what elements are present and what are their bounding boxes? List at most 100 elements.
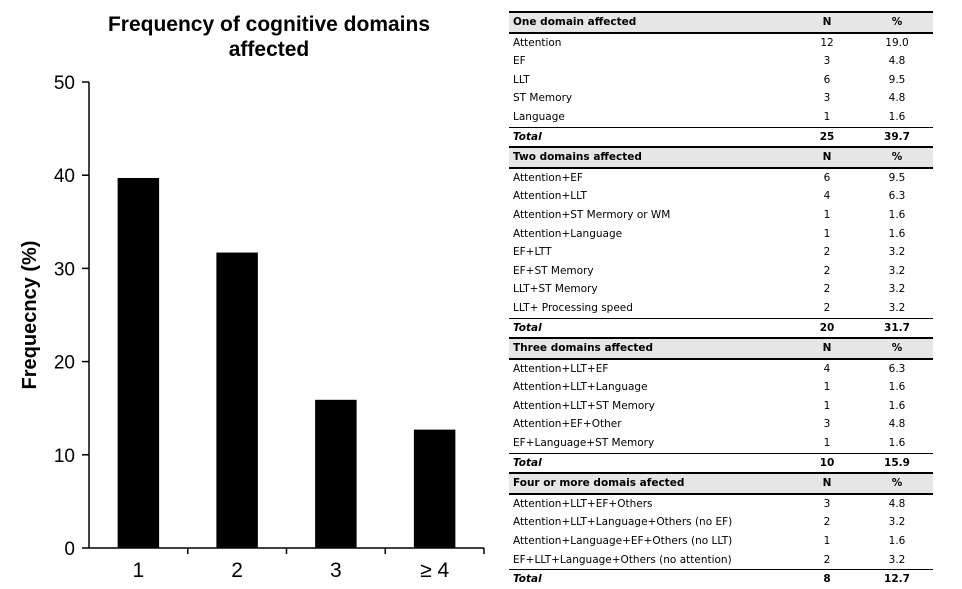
table-row: LLT 6 9.5	[509, 71, 933, 90]
row-n: 2	[823, 301, 831, 314]
row-n: 1	[823, 399, 831, 412]
table-row: Attention+EF+Other 3 4.8	[509, 415, 933, 434]
table-row: EF+Language+ST Memory 1 1.6	[509, 434, 933, 453]
section-header-pct: %	[859, 337, 933, 360]
row-n: 4	[823, 362, 831, 375]
section-header-pct: %	[859, 472, 933, 495]
row-name: Attention+LLT+Language	[513, 381, 648, 394]
row-n: 2	[823, 264, 831, 277]
chart-title-line-2: affected	[229, 38, 310, 61]
section-header-name: Three domains affected	[509, 337, 793, 360]
row-name: EF+ST Memory	[513, 264, 594, 277]
row-pct: 3.2	[888, 516, 906, 529]
row-pct: 3.2	[888, 283, 906, 296]
row-pct: 1.6	[888, 208, 906, 221]
section-header-name: One domain affected	[509, 11, 793, 34]
row-pct: 1.6	[888, 399, 906, 412]
row-name: Attention+Language	[513, 227, 623, 240]
row-pct: 1.6	[888, 227, 906, 240]
table-row: Attention+LLT+EF+Others 3 4.8	[509, 494, 933, 514]
row-n: 12	[820, 36, 834, 49]
row-name: LLT	[513, 73, 530, 86]
total-n: 10	[793, 452, 859, 474]
row-name: LLT+ST Memory	[513, 283, 598, 296]
row-n: 1	[823, 535, 831, 548]
row-n: 2	[823, 246, 831, 259]
domains-table-body: One domain affected N% Attention 12 19.0 EF 3 4…	[509, 11, 933, 589]
bar-1	[117, 177, 160, 548]
bar-3	[315, 399, 357, 548]
total-n: 8	[793, 569, 859, 589]
row-pct: 6.3	[888, 362, 906, 375]
row-pct: 19.0	[885, 36, 909, 49]
x-axis-tick-labels: 1 2 3 ≥ 4	[133, 548, 485, 579]
section-header-name: Two domains affected	[509, 146, 793, 169]
table-row: Attention+EF 6 9.5	[509, 168, 933, 188]
section-header-row: Four or more domais afected N%	[509, 472, 933, 495]
chart-title-line-1: Frequency of cognitive domains	[108, 13, 430, 36]
total-row: Total 8 12.7	[509, 569, 933, 589]
row-n: 1	[823, 381, 831, 394]
row-name: Attention+LLT+Language+Others (no EF)	[513, 516, 733, 529]
total-label: Total	[509, 452, 793, 474]
row-n: 4	[823, 190, 831, 203]
y-axis-ticks: 0 10 20 30 40 50	[54, 73, 89, 560]
total-label: Total	[509, 317, 793, 339]
section-header-row: Three domains affected N%	[509, 337, 933, 360]
row-pct: 1.6	[888, 535, 906, 548]
y-tick-label: 40	[54, 166, 75, 187]
row-pct: 3.2	[888, 246, 906, 259]
row-pct: 6.3	[888, 190, 906, 203]
domains-table-panel: One domain affected N% Attention 12 19.0 EF 3 4…	[509, 11, 933, 589]
row-pct: 9.5	[888, 171, 906, 184]
row-n: 6	[823, 171, 831, 184]
row-n: 6	[823, 73, 831, 86]
row-n: 2	[823, 283, 831, 296]
row-pct: 9.5	[888, 73, 906, 86]
row-name: Attention+EF+Other	[513, 418, 622, 431]
total-label: Total	[509, 569, 793, 589]
table-row: Attention+Language 1 1.6	[509, 225, 933, 244]
row-name: Attention+LLT+EF+Others	[513, 497, 653, 510]
row-n: 2	[823, 516, 831, 529]
bars-group	[117, 177, 456, 548]
table-row: EF+ST Memory 2 3.2	[509, 262, 933, 281]
row-name: Attention+LLT	[513, 190, 587, 203]
table-row: Attention+LLT+ST Memory 1 1.6	[509, 397, 933, 416]
y-tick-label: 20	[54, 353, 75, 374]
table-row: Attention+LLT+Language+Others (no EF) 2 3.…	[509, 513, 933, 532]
row-name: EF	[513, 55, 526, 68]
row-pct: 4.8	[888, 497, 906, 510]
total-pct: 12.7	[859, 569, 933, 589]
total-n: 25	[793, 126, 859, 148]
section-header-n: N	[793, 472, 859, 495]
x-category-label: ≥ 4	[420, 559, 449, 579]
total-pct: 15.9	[859, 452, 933, 474]
table-row: Attention+LLT+EF 4 6.3	[509, 359, 933, 379]
row-n: 2	[823, 553, 831, 566]
x-category-label: 1	[133, 559, 145, 579]
row-n: 1	[823, 110, 831, 123]
row-pct: 4.8	[888, 55, 906, 68]
row-pct: 4.8	[888, 92, 906, 105]
total-label: Total	[509, 126, 793, 148]
row-n: 1	[823, 208, 831, 221]
total-row: Total 25 39.7	[509, 126, 933, 148]
table-row: LLT+ Processing speed 2 3.2	[509, 299, 933, 318]
row-name: EF+Language+ST Memory	[513, 437, 655, 450]
section-header-name: Four or more domais afected	[509, 472, 793, 495]
row-name: Attention+LLT+ST Memory	[513, 399, 655, 412]
row-pct: 4.8	[888, 418, 906, 431]
table-row: LLT+ST Memory 2 3.2	[509, 280, 933, 299]
row-pct: 1.6	[888, 437, 906, 450]
row-pct: 3.2	[888, 301, 906, 314]
bar-chart: Frequency of cognitive domains affected …	[19, 13, 485, 579]
row-name: Attention+ST Mermory or WM	[513, 208, 671, 221]
table-row: Attention+LLT 4 6.3	[509, 187, 933, 206]
total-row: Total 10 15.9	[509, 452, 933, 474]
total-n: 20	[793, 317, 859, 339]
y-tick-label: 0	[64, 539, 75, 560]
bar-chart-panel: Frequency of cognitive domains affected …	[19, 13, 485, 579]
row-name: Attention+EF	[513, 171, 583, 184]
row-pct: 1.6	[888, 381, 906, 394]
